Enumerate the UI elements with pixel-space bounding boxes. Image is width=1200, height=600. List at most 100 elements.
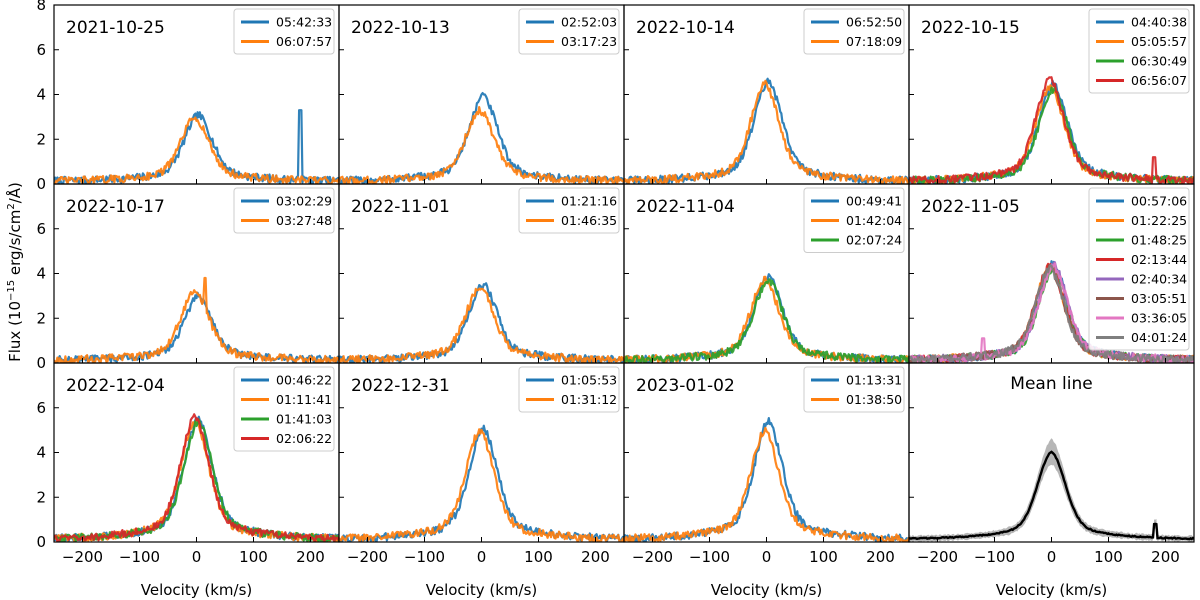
legend-label: 01:22:25 — [1131, 213, 1187, 228]
x-tick-label: −200 — [632, 548, 673, 566]
plot-area — [624, 273, 909, 363]
series-line-3 — [909, 85, 1194, 184]
legend-label: 03:27:48 — [276, 213, 332, 228]
series-line-8 — [909, 264, 1194, 363]
series-line-2 — [624, 79, 909, 184]
panel-12: −200 −100 0 100 200 Mean line — [908, 362, 1195, 566]
legend-label: 04:40:38 — [1131, 15, 1187, 30]
x-tick-label: −200 — [917, 548, 958, 566]
legend: 06:52:50 07:18:09 — [803, 8, 905, 55]
plot-area — [909, 260, 1194, 363]
series-line-1 — [339, 91, 624, 184]
panel-title: 2022-11-04 — [636, 197, 735, 217]
plot-area — [54, 413, 339, 542]
series-line-4 — [909, 76, 1194, 184]
legend-label: 01:11:41 — [276, 392, 332, 407]
plot-area — [339, 282, 624, 363]
plot-area — [339, 424, 624, 542]
x-tick-label: 200 — [866, 548, 895, 566]
legend: 02:52:03 03:17:23 — [518, 8, 620, 55]
y-tick-label: 0 — [36, 533, 46, 551]
legend-label: 00:46:22 — [276, 373, 332, 388]
legend-label: 04:01:24 — [1131, 330, 1187, 345]
x-tick-label: −100 — [974, 548, 1015, 566]
x-tick-label: 0 — [1047, 548, 1057, 566]
panel-7: 2022-11-04 00:49:41 01:42:04 02:07:24 — [623, 183, 910, 364]
x-tick-label: 200 — [1151, 548, 1180, 566]
panel-1: 0 2 4 6 8 2021-10-25 05:42:33 06:07:57 — [36, 0, 340, 193]
series-line-2 — [339, 428, 624, 542]
series-line-2 — [624, 275, 909, 363]
legend-label: 05:42:33 — [276, 15, 332, 30]
legend-label: 06:56:07 — [1131, 73, 1187, 88]
panel-title: Mean line — [1010, 374, 1092, 394]
plot-area — [54, 109, 339, 184]
legend-label: 01:31:12 — [561, 392, 617, 407]
panel-6: 2022-11-01 01:21:16 01:46:35 — [338, 183, 625, 364]
x-tick-label: 100 — [809, 548, 838, 566]
y-tick-label: 2 — [36, 309, 46, 327]
panel-title: 2021-10-25 — [66, 18, 165, 38]
panel-title: 2022-12-04 — [66, 376, 165, 396]
panel-title: 2022-12-31 — [351, 376, 450, 396]
series-line-4 — [54, 413, 339, 542]
x-tick-label: 200 — [296, 548, 325, 566]
series-line-2 — [909, 84, 1194, 184]
x-tick-label: −200 — [62, 548, 103, 566]
panel-grid: 0 2 4 6 8 2021-10-25 05:42:33 06:07:57 2022-10-1… — [36, 0, 1195, 566]
legend-label: 07:18:09 — [846, 34, 902, 49]
legend: 01:13:31 01:38:50 — [803, 366, 905, 413]
series-line-3 — [624, 278, 909, 363]
series-line-1 — [909, 79, 1194, 184]
series-line-1 — [54, 291, 339, 363]
panel-8: 2022-11-05 00:57:06 01:22:25 01:48:25 02:13:… — [908, 183, 1195, 364]
y-tick-label: 2 — [36, 130, 46, 148]
legend-label: 02:07:24 — [846, 233, 902, 248]
y-tick-label: 4 — [36, 265, 46, 283]
panel-title: 2022-11-05 — [921, 197, 1020, 217]
panel-2: 2022-10-13 02:52:03 03:17:23 — [338, 4, 625, 185]
legend-label: 00:57:06 — [1131, 194, 1187, 209]
legend-label: 02:13:44 — [1131, 252, 1187, 267]
plot-area — [339, 91, 624, 184]
x-axis-labels: Velocity (km/s) Velocity (km/s) Velocity (… — [141, 581, 1107, 599]
legend: 01:05:53 01:31:12 — [518, 366, 620, 413]
legend: 00:57:06 01:22:25 01:48:25 02:13:44 02:40:34… — [1088, 187, 1190, 351]
legend-label: 00:49:41 — [846, 194, 902, 209]
legend-label: 03:17:23 — [561, 34, 617, 49]
panel-title: 2022-11-01 — [351, 197, 450, 217]
legend-label: 06:07:57 — [276, 34, 332, 49]
series-line-2 — [54, 116, 339, 184]
plot-area — [54, 276, 339, 363]
panel-title: 2022-10-14 — [636, 18, 735, 38]
y-axis-label-prefix: Flux (10 — [6, 301, 24, 362]
panel-10: −200 −100 0 100 200 2022-12-31 01:05:53 01:31:1… — [338, 362, 625, 566]
x-tick-label: 0 — [192, 548, 202, 566]
legend-label: 03:02:29 — [276, 194, 332, 209]
legend-label: 05:05:57 — [1131, 34, 1187, 49]
x-tick-label: −100 — [404, 548, 445, 566]
legend-label: 06:30:49 — [1131, 54, 1187, 69]
x-tick-label: 100 — [239, 548, 268, 566]
x-axis-label: Velocity (km/s) — [141, 581, 252, 599]
y-axis-label-end: /Å) — [5, 182, 24, 203]
legend-label: 01:41:03 — [276, 412, 332, 427]
panel-title: 2022-10-17 — [66, 197, 165, 217]
y-tick-label: 6 — [36, 399, 46, 417]
panel-title: 2023-01-02 — [636, 376, 735, 396]
y-tick-label: 6 — [36, 41, 46, 59]
plot-area — [909, 76, 1194, 184]
legend-label: 01:46:35 — [561, 213, 617, 228]
panel-5: 0 2 4 6 2022-10-17 03:02:29 03:27:48 — [36, 183, 340, 372]
mean-line-curve — [909, 450, 1194, 541]
y-tick-label: 2 — [36, 488, 46, 506]
mean-line-band — [909, 438, 1194, 542]
x-tick-label: 200 — [581, 548, 610, 566]
legend-box — [1088, 187, 1190, 351]
plot-area — [624, 77, 909, 184]
panel-4: 2022-10-15 04:40:38 05:05:57 06:30:49 06:56:… — [908, 4, 1195, 185]
legend: 01:21:16 01:46:35 — [518, 187, 620, 234]
series-line-1 — [339, 282, 624, 363]
legend-box — [1088, 8, 1190, 94]
y-tick-label: 6 — [36, 220, 46, 238]
